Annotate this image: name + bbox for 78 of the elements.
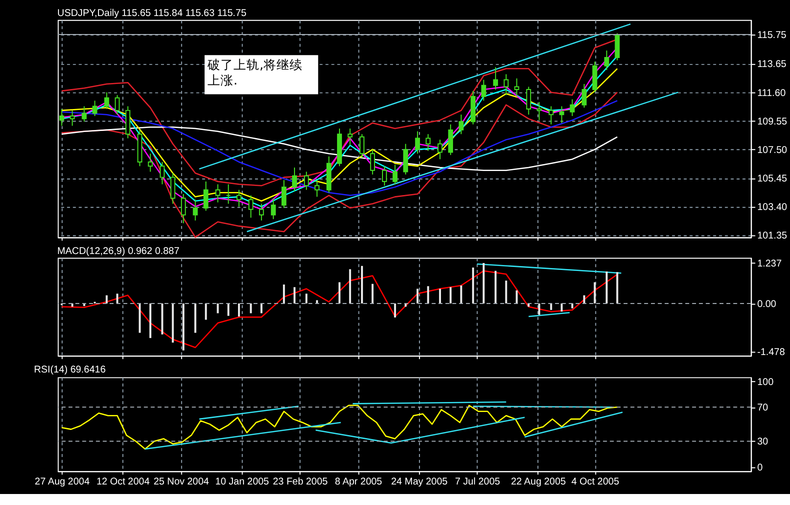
candlestick bbox=[403, 143, 408, 176]
candlestick bbox=[192, 199, 198, 221]
candlestick bbox=[236, 189, 242, 208]
candlestick bbox=[392, 164, 398, 185]
candlestick bbox=[504, 74, 509, 96]
candlestick bbox=[559, 106, 564, 124]
x-tick-label: 22 Aug 2005 bbox=[510, 476, 566, 488]
chart-title: MACD(12,26,9) 0.962 0.887 bbox=[57, 246, 180, 257]
candlestick bbox=[481, 79, 486, 102]
candlestick bbox=[125, 106, 130, 139]
x-tick-label: 8 Apr 2005 bbox=[334, 476, 383, 488]
candlestick bbox=[170, 172, 176, 204]
candlestick bbox=[426, 134, 431, 152]
candlestick bbox=[570, 98, 575, 116]
y-tick-label: 0.00 bbox=[757, 298, 777, 310]
candlestick bbox=[415, 130, 420, 154]
y-tick-label: 107.50 bbox=[757, 144, 788, 156]
y-tick-label: 103.40 bbox=[757, 202, 788, 213]
line-series bbox=[61, 404, 618, 450]
y-tick-label: 115.75 bbox=[757, 30, 787, 41]
x-tick-label: 12 Oct 2004 bbox=[96, 476, 150, 488]
line-series bbox=[61, 126, 618, 171]
candlestick bbox=[259, 203, 264, 221]
chart-title: USDJPY,Daily 115.65 115.84 115.63 115.75 bbox=[57, 8, 247, 19]
y-tick-label: 113.65 bbox=[757, 59, 787, 70]
annotation: 破了上轨,将继续上涨. bbox=[206, 56, 303, 88]
x-tick-label: 24 May 2005 bbox=[391, 476, 448, 488]
y-tick-label: -1.478 bbox=[757, 347, 785, 358]
candlestick bbox=[582, 83, 587, 108]
candlestick bbox=[548, 106, 554, 125]
x-tick-label: 23 Feb 2005 bbox=[272, 476, 328, 488]
candlestick bbox=[348, 128, 353, 146]
candlestick bbox=[203, 180, 208, 212]
candlestick bbox=[493, 66, 498, 90]
x-tick-label: 25 Nov 2004 bbox=[154, 476, 210, 488]
candlestick bbox=[370, 148, 376, 176]
candlestick bbox=[59, 108, 64, 126]
line-series bbox=[61, 92, 618, 238]
y-tick-label: 30 bbox=[757, 436, 769, 448]
x-tick-label: 10 Jan 2005 bbox=[215, 476, 270, 488]
candlestick bbox=[281, 180, 286, 208]
candlestick bbox=[148, 153, 153, 172]
candlestick bbox=[160, 161, 165, 185]
candlestick bbox=[458, 114, 464, 135]
x-tick-label: 27 Aug 2004 bbox=[34, 476, 90, 488]
candlestick bbox=[536, 102, 542, 121]
candlestick bbox=[514, 78, 520, 97]
candlestick bbox=[180, 194, 186, 224]
y-tick-label: 111.60 bbox=[757, 88, 786, 99]
line-series bbox=[61, 100, 618, 196]
candlestick bbox=[360, 134, 364, 158]
y-tick-label: 0 bbox=[757, 462, 764, 474]
candlestick bbox=[270, 198, 276, 220]
candlestick bbox=[438, 139, 442, 160]
candlestick bbox=[592, 61, 598, 93]
candlestick bbox=[82, 106, 87, 122]
x-tick-label: 7 Jul 2005 bbox=[455, 476, 501, 488]
candlestick bbox=[604, 50, 610, 71]
chart-title: RSI(14) 69.6416 bbox=[34, 364, 106, 376]
candlestick bbox=[248, 194, 254, 218]
candlestick bbox=[215, 184, 220, 203]
y-tick-label: 70 bbox=[757, 402, 769, 414]
candlestick bbox=[292, 167, 297, 192]
y-tick-label: 105.45 bbox=[757, 173, 788, 184]
candlestick bbox=[70, 110, 75, 126]
candlestick bbox=[314, 180, 320, 198]
candlestick bbox=[114, 94, 120, 116]
x-tick-label: 4 Oct 2005 bbox=[571, 476, 620, 488]
candlestick bbox=[448, 124, 454, 156]
candlestick bbox=[526, 86, 532, 116]
candlestick bbox=[304, 171, 309, 190]
candlestick bbox=[104, 92, 110, 110]
y-tick-label: 109.55 bbox=[757, 116, 788, 128]
line-series bbox=[61, 270, 618, 348]
candlestick bbox=[382, 166, 387, 186]
y-tick-label: 1.237 bbox=[757, 258, 782, 270]
y-tick-label: 100 bbox=[757, 376, 774, 388]
y-tick-label: 101.35 bbox=[757, 230, 788, 242]
